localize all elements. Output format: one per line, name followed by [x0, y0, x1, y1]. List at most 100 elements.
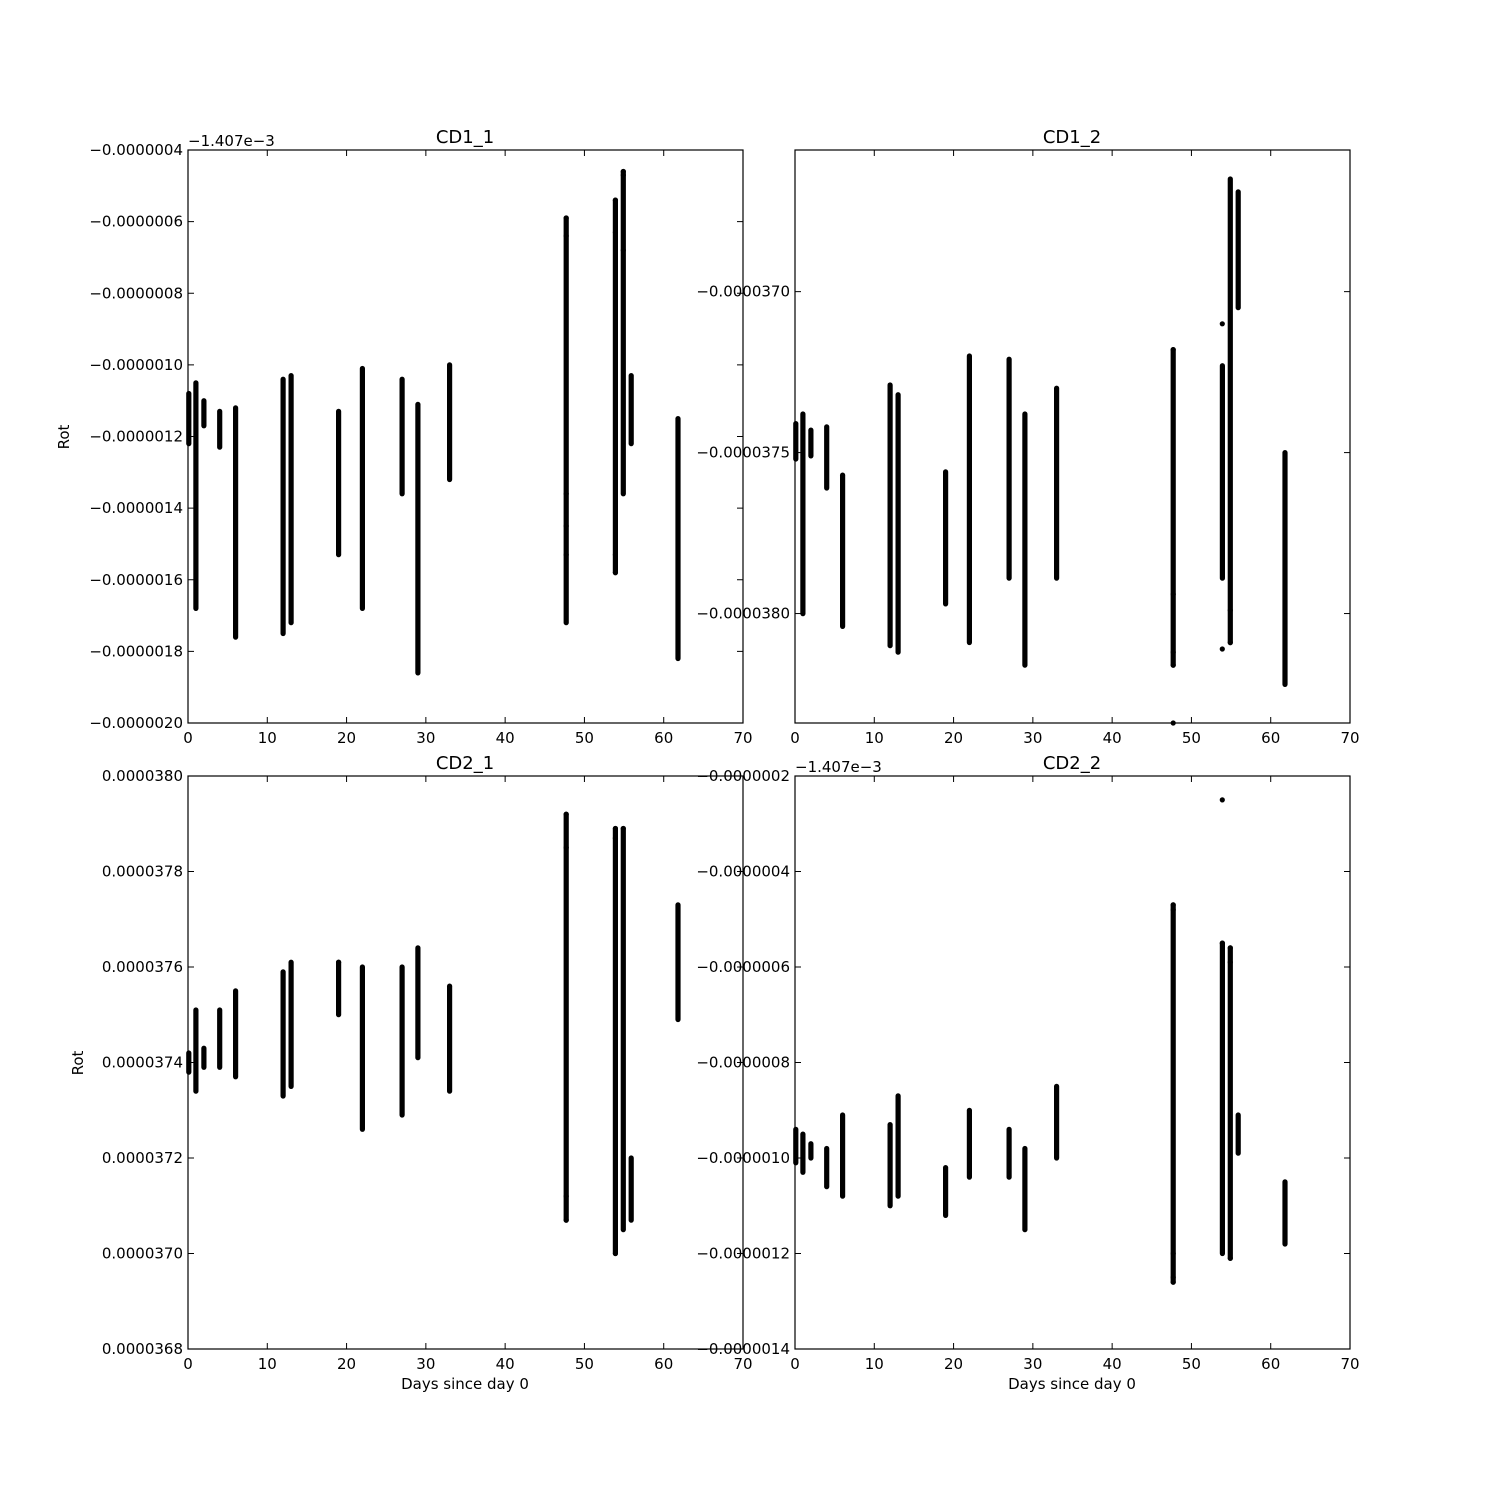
data-point [1170, 662, 1176, 668]
data-point-column [966, 1107, 972, 1180]
x-axis-label: Days since day 0 [401, 1375, 529, 1393]
data-point [612, 229, 619, 235]
data-point-column [447, 362, 453, 483]
data-point [1170, 591, 1176, 597]
data-point [1170, 1250, 1176, 1257]
y-tick-label: −0.0000004 [89, 141, 183, 159]
data-point [620, 247, 626, 253]
data-point [563, 491, 569, 497]
data-point-column [217, 1007, 223, 1070]
x-tick-label: 40 [496, 729, 515, 747]
data-points [186, 168, 681, 676]
data-point-column [415, 945, 421, 1061]
x-tick-label: 50 [1182, 1355, 1201, 1373]
data-point [612, 552, 619, 558]
y-tick-label: −0.0000016 [89, 571, 183, 589]
data-point [612, 1250, 619, 1257]
data-point-column [793, 1126, 799, 1166]
data-point-column [1006, 1126, 1012, 1180]
x-tick-label: 30 [1023, 729, 1042, 747]
x-tick-label: 60 [1261, 1355, 1280, 1373]
data-point-column [620, 168, 626, 497]
subplot-cd2-2: CD2_2 −1.407e−3 Days since day 0 0 10 20 30… [696, 753, 1359, 1393]
data-point-column [201, 398, 207, 429]
y-tick-label: 0.0000374 [102, 1054, 183, 1072]
data-point-column [399, 964, 405, 1118]
data-point [1227, 945, 1233, 951]
y-axis-label: Rot [55, 424, 73, 449]
data-point-column [800, 1131, 806, 1175]
y-tick-label: −0.0000012 [89, 428, 183, 446]
data-point-column [563, 215, 569, 626]
y-tick-label: −0.0000002 [696, 767, 790, 785]
subplot-cd2-1: CD2_1 Rot Days since day 0 0 10 20 30 40 50 60… [69, 753, 753, 1393]
x-tick-label: 50 [1182, 729, 1201, 747]
x-tick-label: 20 [337, 1355, 356, 1373]
data-point [612, 197, 619, 203]
x-tick-label: 40 [496, 1355, 515, 1373]
data-point [563, 1193, 569, 1199]
y-tick-label: 0.0000368 [102, 1340, 183, 1358]
y-tick-label: −0.0000004 [696, 863, 790, 881]
y-tick-label: −0.0000012 [696, 1245, 790, 1263]
data-point [1219, 646, 1225, 652]
y-tick-label: 0.0000376 [102, 958, 183, 976]
data-point-column [1282, 450, 1288, 687]
y-tick-label: −0.0000014 [696, 1340, 790, 1358]
data-point-column [415, 401, 421, 676]
y-tick-label: 0.0000380 [102, 767, 183, 785]
data-point-column [1227, 176, 1233, 646]
x-tick-label: 40 [1103, 729, 1122, 747]
y-tick-label: −0.0000375 [696, 444, 790, 462]
subplot-title: CD2_1 [436, 753, 494, 774]
data-point [1170, 1279, 1176, 1285]
y-axis-label: Rot [69, 1050, 87, 1075]
data-point-column [895, 1093, 901, 1199]
data-point-column [824, 1145, 830, 1190]
y-tick-label: −0.0000380 [696, 605, 790, 623]
data-point [563, 552, 569, 558]
data-points [793, 176, 1288, 726]
y-tick-label: −0.0000010 [89, 356, 183, 374]
subplot-title: CD1_1 [436, 127, 494, 148]
data-point-column [217, 408, 223, 450]
x-tick-label: 70 [1340, 729, 1359, 747]
data-point [1227, 607, 1233, 613]
y-tick-label: −0.0000006 [696, 958, 790, 976]
x-tick-label: 70 [733, 1355, 752, 1373]
y-tick-label: −0.0000010 [696, 1149, 790, 1167]
subplot-title: CD1_2 [1043, 127, 1101, 148]
data-point-column [800, 411, 806, 617]
data-point-column [1235, 1112, 1241, 1156]
x-tick-label: 40 [1103, 1355, 1122, 1373]
data-point-column [563, 811, 569, 1223]
data-point [563, 523, 569, 529]
x-tick-label: 60 [654, 1355, 673, 1373]
data-point-column [675, 902, 681, 1023]
data-point [1170, 649, 1176, 655]
data-point-column [336, 408, 342, 558]
y-tick-label: −0.0000018 [89, 642, 183, 660]
data-point-column [943, 469, 949, 607]
data-point-column [447, 983, 453, 1094]
data-point [563, 233, 569, 239]
data-point [1219, 321, 1225, 327]
x-tick-label: 20 [944, 1355, 963, 1373]
data-point-column [359, 964, 365, 1132]
data-point [612, 835, 619, 841]
x-tick-label: 30 [416, 1355, 435, 1373]
data-point-column [895, 392, 901, 655]
data-point-column [808, 427, 814, 459]
data-point-column [233, 405, 239, 640]
axes-frame [794, 149, 1351, 724]
x-tick-label: 0 [183, 729, 193, 747]
data-point-column [359, 365, 365, 611]
x-tick-label: 60 [1261, 729, 1280, 747]
data-point-column [824, 424, 830, 491]
data-point-column [840, 1112, 846, 1199]
data-points [186, 811, 681, 1257]
data-point-column [201, 1045, 207, 1070]
data-point-column [288, 373, 294, 626]
data-point [1227, 639, 1233, 646]
